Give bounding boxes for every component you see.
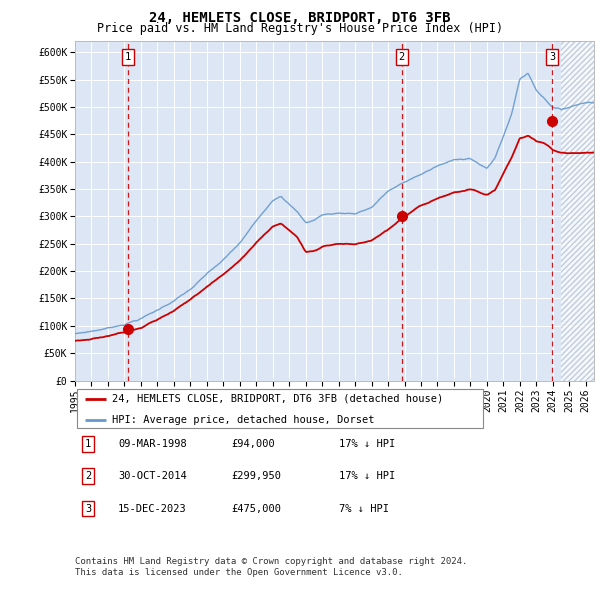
Text: 24, HEMLETS CLOSE, BRIDPORT, DT6 3FB: 24, HEMLETS CLOSE, BRIDPORT, DT6 3FB <box>149 11 451 25</box>
Text: 7% ↓ HPI: 7% ↓ HPI <box>339 504 389 513</box>
Text: £299,950: £299,950 <box>231 471 281 481</box>
Bar <box>561 41 594 381</box>
Text: 15-DEC-2023: 15-DEC-2023 <box>118 504 187 513</box>
Text: £475,000: £475,000 <box>231 504 281 513</box>
Text: 24, HEMLETS CLOSE, BRIDPORT, DT6 3FB (detached house): 24, HEMLETS CLOSE, BRIDPORT, DT6 3FB (de… <box>112 394 443 404</box>
Text: HPI: Average price, detached house, Dorset: HPI: Average price, detached house, Dors… <box>112 415 374 425</box>
Text: 3: 3 <box>549 51 555 61</box>
Text: 09-MAR-1998: 09-MAR-1998 <box>118 439 187 448</box>
Text: 17% ↓ HPI: 17% ↓ HPI <box>339 439 395 448</box>
Text: 30-OCT-2014: 30-OCT-2014 <box>118 471 187 481</box>
Text: 1: 1 <box>85 439 91 448</box>
Text: This data is licensed under the Open Government Licence v3.0.: This data is licensed under the Open Gov… <box>75 568 403 577</box>
Text: 2: 2 <box>85 471 91 481</box>
Text: £94,000: £94,000 <box>231 439 275 448</box>
Text: Contains HM Land Registry data © Crown copyright and database right 2024.: Contains HM Land Registry data © Crown c… <box>75 558 467 566</box>
Text: 17% ↓ HPI: 17% ↓ HPI <box>339 471 395 481</box>
Text: Price paid vs. HM Land Registry's House Price Index (HPI): Price paid vs. HM Land Registry's House … <box>97 22 503 35</box>
Text: 2: 2 <box>398 51 405 61</box>
Text: 1: 1 <box>124 51 131 61</box>
FancyBboxPatch shape <box>77 389 483 428</box>
Text: 3: 3 <box>85 504 91 513</box>
